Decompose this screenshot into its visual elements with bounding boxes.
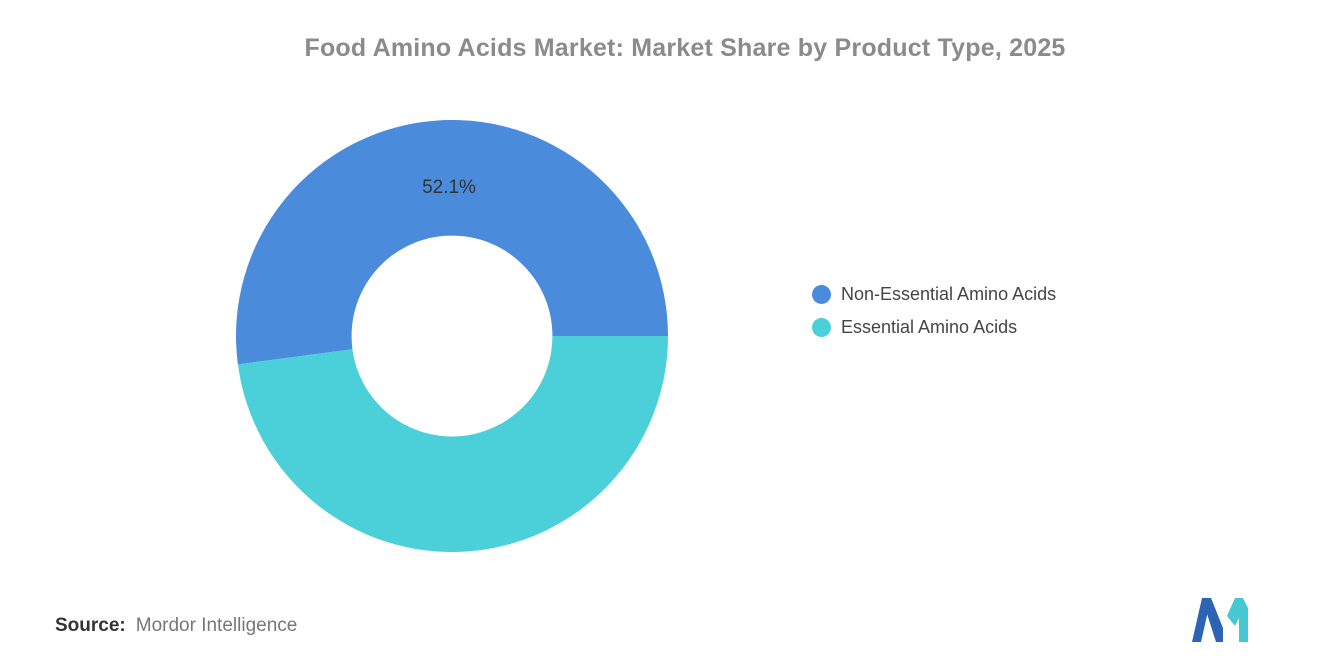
donut-slice-1 <box>237 336 668 552</box>
donut-slice-0 <box>236 120 668 365</box>
mordor-intelligence-logo <box>1192 598 1248 642</box>
legend-item-essential: Essential Amino Acids <box>812 317 1056 338</box>
source-text: Mordor Intelligence <box>135 615 298 636</box>
chart-legend: Non-Essential Amino Acids Essential Amin… <box>812 284 1056 338</box>
slice-data-label: 52.1% <box>422 177 476 198</box>
legend-label-non-essential: Non-Essential Amino Acids <box>841 284 1057 304</box>
source-line: Source: Mordor Intelligence <box>55 615 297 637</box>
donut-chart <box>236 120 668 552</box>
legend-item-non-essential: Non-Essential Amino Acids <box>812 284 1056 305</box>
chart-title: Food Amino Acids Market: Market Share by… <box>304 34 1066 62</box>
source-prefix: Source: <box>55 615 126 636</box>
legend-label-essential: Essential Amino Acids <box>841 317 1018 337</box>
legend-swatch-teal <box>812 318 831 337</box>
legend-swatch-blue <box>812 285 831 304</box>
